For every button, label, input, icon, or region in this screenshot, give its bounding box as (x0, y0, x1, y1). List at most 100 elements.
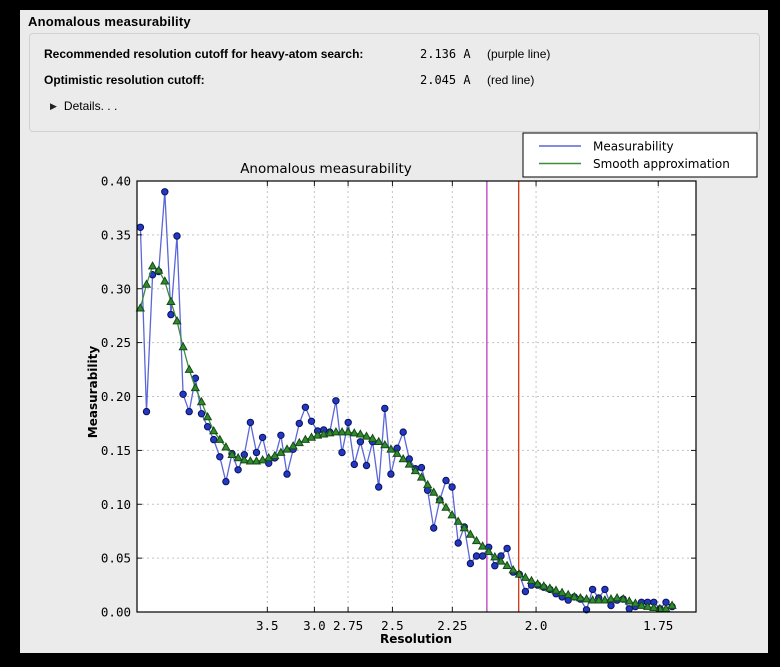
measurability-point (448, 483, 456, 491)
smooth-point (233, 452, 243, 462)
anomalous-measurability-panel: Anomalous measurability Recommended reso… (20, 10, 768, 653)
y-tick-label: 0.30 (101, 281, 131, 296)
measurability-point (588, 585, 597, 594)
smooth-point (190, 382, 201, 392)
details-disclosure[interactable]: ▶ Details. . . (50, 99, 117, 113)
smooth-point (239, 455, 249, 464)
smooth-point (594, 595, 604, 604)
smooth-point (410, 465, 421, 475)
y-tick-label: 0.35 (101, 227, 131, 242)
smooth-point (196, 396, 207, 406)
measurability-point (179, 390, 187, 398)
disclosure-triangle-icon[interactable]: ▶ (50, 101, 57, 111)
smooth-point (551, 585, 561, 594)
details-label: Details. . . (63, 99, 118, 113)
measurability-point (277, 431, 285, 439)
measurability-point (136, 223, 145, 232)
measurability-series-line (139, 191, 673, 612)
measurability-point (283, 470, 291, 478)
measurability-point (167, 310, 175, 319)
smooth-point (337, 427, 347, 436)
smooth-point (490, 552, 500, 561)
smooth-point (606, 594, 616, 603)
x-tick-label: 1.75 (643, 618, 673, 633)
measurability-point (430, 524, 438, 532)
measurability-point (161, 188, 169, 196)
y-tick-label: 0.10 (101, 497, 131, 512)
measurability-point (503, 544, 511, 553)
smooth-point (416, 472, 427, 481)
measurability-point (185, 407, 193, 416)
smooth-point (471, 535, 482, 545)
smooth-point (459, 522, 469, 532)
y-tick-label: 0.20 (101, 389, 131, 404)
smooth-point (392, 448, 402, 457)
measurability-point (399, 428, 407, 436)
measurability-point (350, 460, 358, 469)
measurability-point (582, 606, 591, 614)
smooth-point (398, 453, 408, 463)
smooth-point (514, 569, 524, 578)
smooth-point (630, 598, 641, 607)
smooth-point (160, 276, 170, 285)
measurability-point (344, 418, 352, 427)
smooth-point (502, 560, 512, 569)
recommended-cutoff-row: Recommended resolution cutoff for heavy-… (44, 47, 754, 61)
smooth-point (453, 516, 463, 525)
smooth-point (465, 529, 476, 538)
measurability-point (472, 552, 481, 560)
smooth-point (624, 596, 634, 605)
measurability-point (466, 559, 475, 568)
smooth-point (429, 487, 439, 496)
smooth-point (532, 578, 543, 588)
measurability-point (332, 397, 340, 405)
measurability-point (601, 585, 609, 594)
smooth-point (539, 581, 549, 590)
smooth-point (319, 429, 329, 438)
smooth-point (380, 439, 390, 449)
optimistic-cutoff-label: Optimistic resolution cutoff: (44, 73, 205, 87)
measurability-point (203, 423, 212, 431)
smooth-point (154, 265, 164, 274)
measurability-point (338, 448, 346, 457)
smooth-point (526, 575, 537, 585)
smooth-point (477, 541, 488, 550)
recommended-cutoff-note: (purple line) (487, 47, 551, 61)
smooth-point (435, 494, 445, 504)
anomalous-measurability-chart: 3.5 3.0 2.75 2.5 2.25 2.0 1.75 0.00 0.05 0.10 0.15… (86, 132, 758, 646)
legend-label-smooth: Smooth approximation (593, 157, 730, 171)
smooth-point (245, 456, 256, 465)
y-tick-label: 0.15 (101, 443, 131, 458)
smooth-point (135, 303, 146, 312)
smooth-point (642, 601, 653, 610)
legend-box (522, 132, 758, 178)
measurability-point (295, 419, 304, 428)
measurability-point (173, 232, 181, 240)
measurability-point (252, 448, 261, 457)
smooth-point (587, 595, 598, 604)
smooth-point (343, 427, 353, 436)
measurability-point (417, 463, 426, 472)
measurability-point (142, 407, 151, 416)
smooth-point (563, 589, 573, 599)
smooth-point (331, 427, 341, 436)
x-tick-label: 2.5 (381, 618, 404, 633)
smooth-point (581, 594, 592, 603)
x-tick-label: 2.25 (437, 618, 467, 633)
smooth-point (147, 261, 158, 270)
y-tick-label: 0.40 (101, 174, 131, 189)
smooth-point (575, 592, 586, 602)
y-axis-label: Measurability (86, 346, 100, 439)
measurability-point (442, 476, 450, 485)
measurability-point (234, 466, 242, 474)
smooth-point (447, 510, 457, 519)
recommended-cutoff-value: 2.136 A (420, 47, 471, 61)
optimistic-cutoff-row: Optimistic resolution cutoff: 2.045 A (r… (44, 73, 754, 87)
smooth-point (636, 600, 647, 609)
cutoff-group-box (29, 33, 760, 132)
smooth-point (215, 434, 225, 443)
smooth-point (484, 546, 494, 555)
smooth-point (545, 583, 555, 592)
measurability-point (216, 453, 224, 461)
